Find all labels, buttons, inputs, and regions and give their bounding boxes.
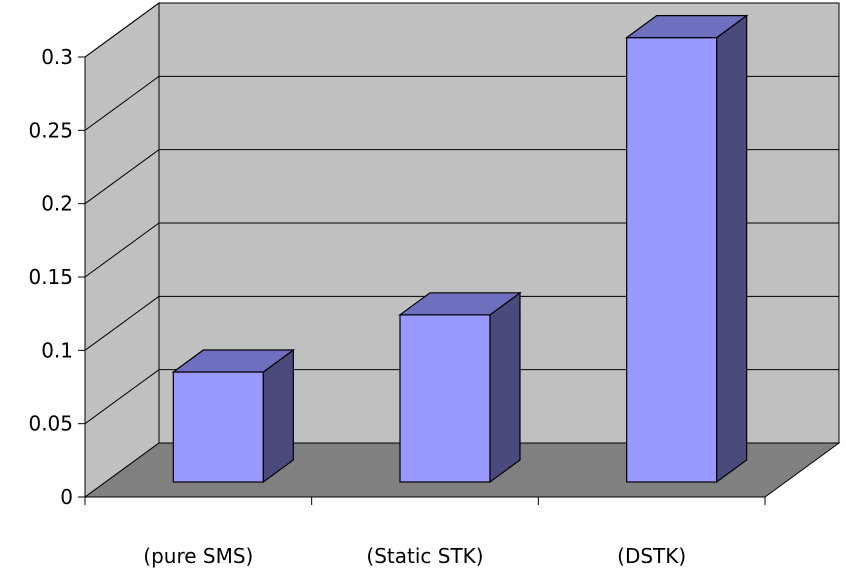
bars <box>171 14 749 484</box>
y-tick-label: 0.2 <box>41 192 73 216</box>
bar <box>624 14 749 484</box>
bar-front <box>399 314 491 483</box>
bar-front <box>626 36 718 483</box>
y-tick-label: 0.3 <box>41 45 73 69</box>
y-tick-label: 0.1 <box>41 338 73 362</box>
bar-top <box>398 292 522 316</box>
y-tick-labels: 0 0.05 0.1 0.15 0.2 0.25 0.3 <box>28 45 73 509</box>
gridline-side <box>84 75 160 131</box>
gridline-side <box>84 369 160 425</box>
bar-front <box>172 371 264 483</box>
bar <box>398 291 522 484</box>
bar-side <box>716 14 748 484</box>
y-tick-label: 0.25 <box>28 118 73 142</box>
bar-top <box>624 15 749 39</box>
y-tick-label: 0.15 <box>28 265 73 289</box>
gridline-side <box>84 149 160 205</box>
axes <box>78 56 766 505</box>
x-tick-label: (DSTK) <box>617 544 686 568</box>
gridline-side <box>84 2 160 58</box>
x-tick-label: (pure SMS) <box>143 544 253 568</box>
gridline-side <box>84 222 160 278</box>
x-tick-label: (Static STK) <box>366 544 483 568</box>
y-tick-label: 0 <box>60 485 73 509</box>
bar-side <box>489 291 521 484</box>
y-tick-label: 0.05 <box>28 412 73 436</box>
bar-top <box>171 349 296 373</box>
bar <box>171 348 296 484</box>
x-tick-labels: (pure SMS) (Static STK) (DSTK) <box>143 544 686 568</box>
bar-side <box>262 348 294 484</box>
gridline-side <box>84 295 160 351</box>
